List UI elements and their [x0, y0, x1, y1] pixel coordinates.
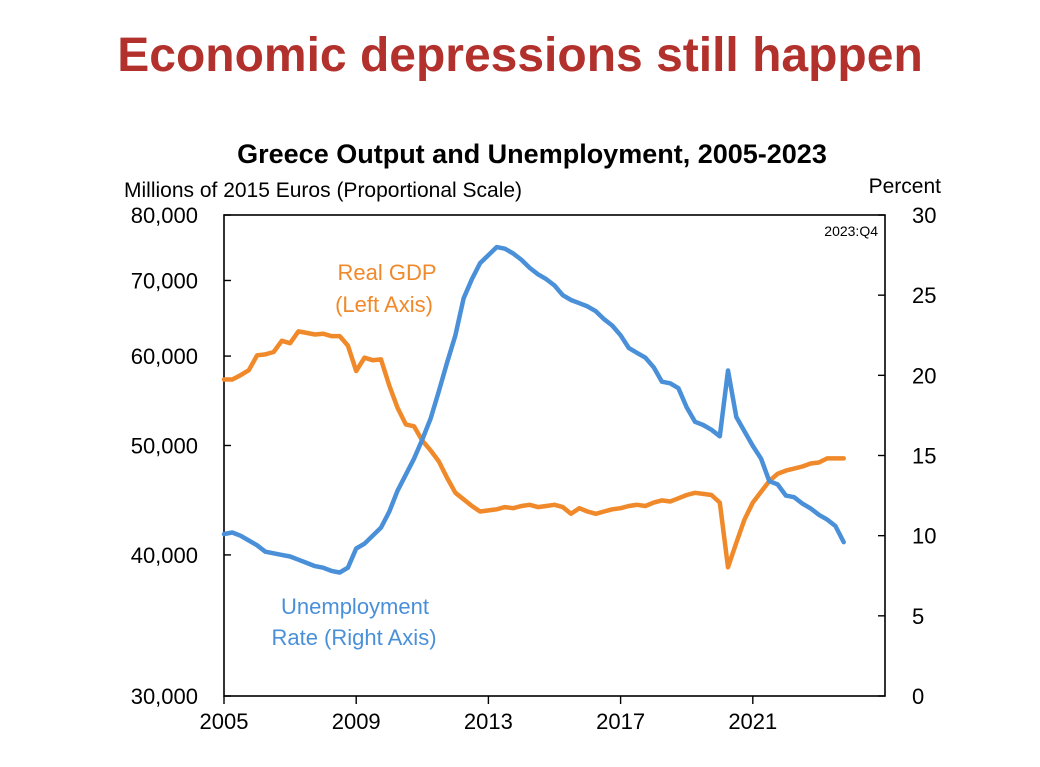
slide-title: Economic depressions still happen	[117, 29, 923, 82]
y-right-tick-label: 20	[912, 363, 936, 388]
x-tick-label: 2017	[596, 709, 645, 734]
unemployment-label-line-1: Unemployment	[281, 594, 429, 619]
y-right-tick-label: 30	[912, 203, 936, 228]
y-left-tick-label: 80,000	[131, 203, 198, 228]
y-right-tick-label: 25	[912, 283, 936, 308]
chart-title: Greece Output and Unemployment, 2005-202…	[237, 139, 827, 169]
y-right-axis-ticks: 0 5 10 15 20 25 30	[878, 203, 936, 709]
x-tick-label: 2009	[332, 709, 381, 734]
x-tick-label: 2005	[200, 709, 249, 734]
y-right-tick-label: 15	[912, 444, 936, 469]
y-left-tick-label: 50,000	[131, 433, 198, 458]
y-left-tick-label: 40,000	[131, 543, 198, 568]
y-left-tick-label: 30,000	[131, 684, 198, 709]
y-right-tick-label: 10	[912, 524, 936, 549]
gdp-label-line-1: Real GDP	[337, 260, 436, 285]
unemployment-label-line-2: Rate (Right Axis)	[271, 625, 436, 650]
x-axis-ticks: 2005 2009 2013 2017 2021	[200, 696, 777, 734]
y-left-tick-label: 70,000	[131, 268, 198, 293]
gdp-series-line	[221, 329, 846, 570]
x-tick-label: 2013	[464, 709, 513, 734]
y-left-axis-ticks: 30,000 40,000 50,000 60,000 70,000 80,000	[131, 203, 231, 709]
y-right-tick-label: 0	[912, 684, 924, 709]
y-left-axis-label: Millions of 2015 Euros (Proportional Sca…	[124, 179, 522, 202]
date-note: 2023:Q4	[824, 223, 878, 239]
y-left-tick-label: 60,000	[131, 344, 198, 369]
x-tick-label: 2021	[728, 709, 777, 734]
series-layer	[221, 244, 846, 575]
gdp-label-line-2: (Left Axis)	[335, 292, 433, 317]
y-right-axis-label: Percent	[869, 175, 942, 198]
y-right-tick-label: 5	[912, 604, 924, 629]
unemployment-series-line	[221, 244, 846, 575]
